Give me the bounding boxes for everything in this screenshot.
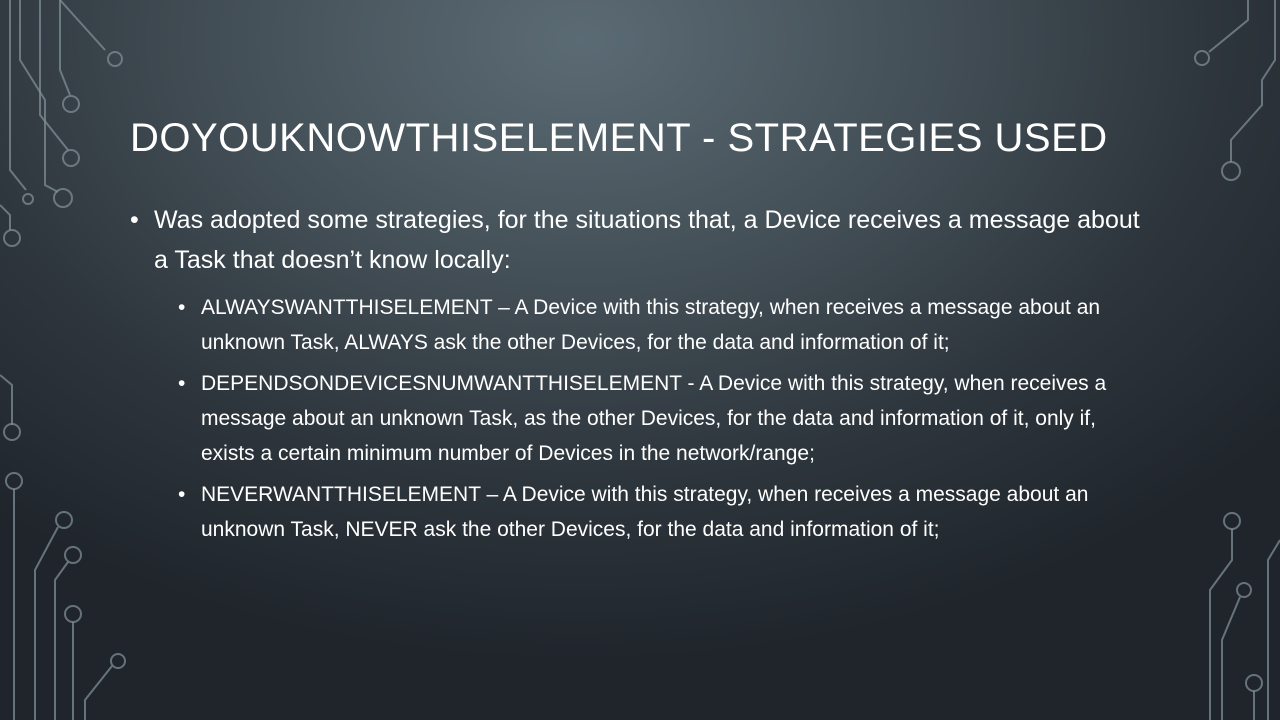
circuit-top-right xyxy=(1194,0,1276,181)
circuit-bottom-right xyxy=(1209,512,1280,720)
circuit-top-left xyxy=(0,0,123,247)
strategy-text: DEPENDSONDEVICESNUMWANTTHISELEMENT - A D… xyxy=(201,372,1107,465)
circuit-bottom-left xyxy=(0,374,126,720)
bullet-dot: • xyxy=(130,206,139,234)
intro-text: Was adopted some strategies, for the sit… xyxy=(154,206,1140,274)
strategy-text: NEVERWANTTHISELEMENT – A Device with thi… xyxy=(201,483,1089,541)
intro-bullet: • Was adopted some strategies, for the s… xyxy=(130,200,1150,280)
slide-title: DOYOUKNOWTHISELEMENT - STRATEGIES USED xyxy=(130,116,1108,160)
bullet-dot: • xyxy=(178,372,186,395)
strategy-item-always: • ALWAYSWANTTHISELEMENT – A Device with … xyxy=(178,290,1150,360)
strategy-item-depends: • DEPENDSONDEVICESNUMWANTTHISELEMENT - A… xyxy=(178,366,1150,471)
strategy-list: • ALWAYSWANTTHISELEMENT – A Device with … xyxy=(178,290,1150,547)
bullet-dot: • xyxy=(178,296,186,319)
strategy-text: ALWAYSWANTTHISELEMENT – A Device with th… xyxy=(201,296,1101,354)
bullet-dot: • xyxy=(178,483,186,506)
strategy-item-never: • NEVERWANTTHISELEMENT – A Device with t… xyxy=(178,477,1150,547)
slide-body: • Was adopted some strategies, for the s… xyxy=(130,200,1150,553)
